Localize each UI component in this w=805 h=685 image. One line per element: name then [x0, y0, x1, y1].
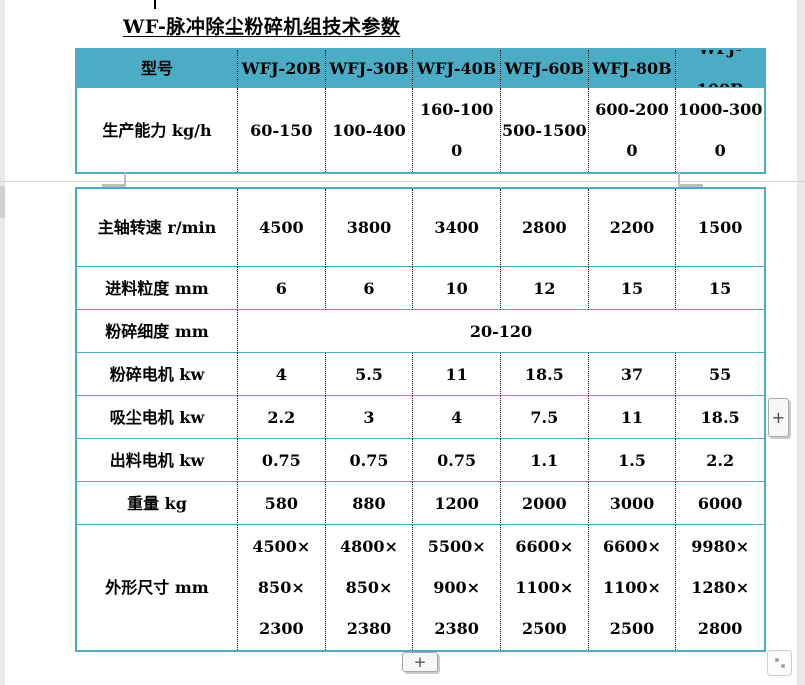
table-cell[interactable]: 1.5	[588, 439, 677, 482]
table-cell[interactable]: 2800	[500, 189, 589, 267]
table-cell[interactable]: 100-400	[326, 88, 414, 172]
table-cell[interactable]: 4	[238, 353, 326, 396]
table-cell[interactable]: 2.2	[676, 439, 764, 482]
table-cell[interactable]: 15	[588, 267, 677, 310]
table-cell[interactable]: 0.75	[325, 439, 414, 482]
header-cell-wfj100b[interactable]: WFJ-100B	[676, 50, 764, 88]
table-cell[interactable]: 4500× 850× 2300	[238, 525, 326, 650]
page-title[interactable]: WF-脉冲除尘粉碎机组技术参数	[123, 16, 401, 38]
spec-table-page2: 主轴转速 r/min 4500 3800 3400 2800 2200 1500…	[75, 187, 766, 652]
table-cell[interactable]: 2.2	[238, 396, 326, 439]
spec-table-page1: 型号 WFJ-20B WFJ-30B WFJ-40B WFJ-60B WFJ-8…	[75, 48, 766, 174]
row-label-feed-size[interactable]: 进料粒度 mm	[77, 267, 238, 310]
row-label-crush-fineness[interactable]: 粉碎细度 mm	[77, 310, 238, 353]
table-cell[interactable]: 580	[238, 482, 326, 525]
table-cell[interactable]: 3	[325, 396, 414, 439]
table-cell[interactable]: 500-1500	[501, 88, 589, 172]
table-break-handle-left	[124, 172, 126, 186]
table-cell[interactable]: 11	[413, 353, 501, 396]
row-label-crush-motor[interactable]: 粉碎电机 kw	[77, 353, 238, 396]
add-column-button[interactable]: +	[768, 398, 789, 437]
table-cell[interactable]: 9980× 1280× 2800	[691, 537, 750, 638]
page-break-line	[0, 181, 805, 182]
table-resize-button[interactable]	[767, 650, 792, 676]
table-cell[interactable]: 1200	[413, 482, 501, 525]
table-cell[interactable]: 3000	[588, 482, 677, 525]
table-cell[interactable]: 1500	[676, 189, 764, 267]
row-label-weight[interactable]: 重量 kg	[77, 482, 238, 525]
table-cell[interactable]: 0.75	[238, 439, 326, 482]
table-cell[interactable]: 10	[413, 267, 501, 310]
table-cell[interactable]: 5500× 900× 2380	[413, 525, 501, 650]
table-cell[interactable]: 4500	[238, 189, 326, 267]
table-cell[interactable]: 18.5	[500, 353, 589, 396]
text-caret	[154, 0, 156, 9]
row-label-capacity[interactable]: 生产能力 kg/h	[77, 88, 238, 172]
table-cell[interactable]: 2200	[588, 189, 677, 267]
table-cell-merged-fineness[interactable]: 20-120	[238, 310, 764, 353]
table-cell[interactable]: 55	[676, 353, 764, 396]
table-cell[interactable]: 6	[325, 267, 414, 310]
table-cell[interactable]: 880	[325, 482, 414, 525]
header-cell-wfj60b[interactable]: WFJ-60B	[500, 50, 589, 88]
table-cell[interactable]: 1000-300 0	[677, 100, 763, 160]
plus-icon: +	[413, 653, 427, 671]
table-cell[interactable]: 160-100 0	[413, 88, 501, 172]
table-cell[interactable]: 0.75	[413, 439, 501, 482]
row-label-dust-motor[interactable]: 吸尘电机 kw	[77, 396, 238, 439]
table-cell[interactable]: 37	[588, 353, 677, 396]
add-row-button[interactable]: +	[402, 652, 438, 672]
table-cell[interactable]: 3800	[325, 189, 414, 267]
table-cell[interactable]: 600-200 0	[589, 88, 677, 172]
header-cell-wfj40b[interactable]: WFJ-40B	[413, 50, 501, 88]
table-cell[interactable]: 12	[500, 267, 589, 310]
resize-diagonal-icon	[773, 656, 787, 670]
header-cell-wfj20b[interactable]: WFJ-20B	[238, 50, 326, 88]
table-break-handle-left-bar	[102, 184, 126, 187]
table-cell[interactable]: 5.5	[325, 353, 414, 396]
header-cell-wfj80b[interactable]: WFJ-80B	[588, 50, 677, 88]
table-cell[interactable]: 4800× 850× 2380	[326, 525, 414, 650]
table-cell[interactable]: 7.5	[500, 396, 589, 439]
table-cell[interactable]: 3400	[413, 189, 501, 267]
table-break-handle-right	[678, 172, 680, 186]
table-cell[interactable]: 2000	[500, 482, 589, 525]
row-label-dimensions[interactable]: 外形尺寸 mm	[77, 525, 238, 650]
table-cell[interactable]: 6600× 1100× 2500	[501, 525, 589, 650]
table-cell[interactable]: 60-150	[238, 88, 326, 172]
table-cell[interactable]: 6000	[676, 482, 764, 525]
table-break-handle-right-bar	[679, 184, 703, 187]
table-cell[interactable]: 1.1	[500, 439, 589, 482]
page-corner-shadow	[0, 186, 5, 218]
page-edge-right	[797, 0, 805, 685]
plus-icon: +	[771, 408, 786, 427]
header-cell-wfj30b[interactable]: WFJ-30B	[325, 50, 414, 88]
row-label-discharge-motor[interactable]: 出料电机 kw	[77, 439, 238, 482]
table-cell[interactable]: 18.5	[676, 396, 764, 439]
table-cell[interactable]: 15	[676, 267, 764, 310]
header-cell-model[interactable]: 型号	[77, 50, 238, 88]
table-cell[interactable]: 6600× 1100× 2500	[589, 525, 677, 650]
table-cell[interactable]: 11	[588, 396, 677, 439]
row-label-spindle-speed[interactable]: 主轴转速 r/min	[77, 189, 238, 267]
table-cell[interactable]: 6	[238, 267, 326, 310]
page-edge-left	[0, 0, 5, 685]
table-cell[interactable]: 4	[413, 396, 501, 439]
